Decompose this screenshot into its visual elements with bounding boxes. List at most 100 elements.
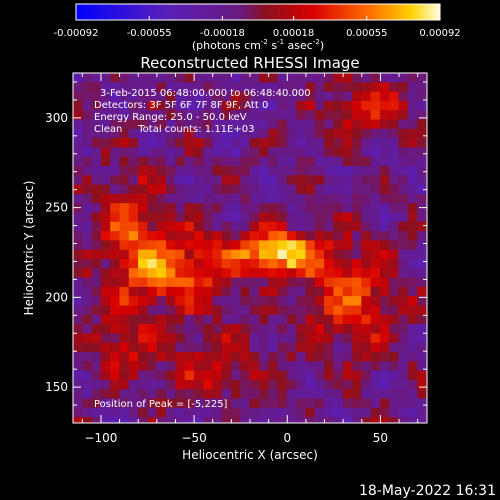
heatmap-cell (249, 184, 260, 195)
heatmap-cell (286, 417, 297, 423)
heatmap-cell (426, 166, 427, 176)
heatmap-cell (305, 389, 316, 399)
heatmap-cell (342, 119, 353, 130)
heatmap-cell (389, 203, 399, 213)
heatmap-cell (426, 138, 427, 148)
heatmap-cell (73, 175, 83, 186)
heatmap-cell (82, 407, 93, 418)
heatmap-cell (268, 100, 279, 111)
heatmap-cell (333, 138, 344, 148)
heatmap-cell (277, 128, 288, 139)
heatmap-cell (305, 100, 316, 111)
heatmap-cell (212, 231, 223, 241)
heatmap-cell (156, 314, 167, 325)
heatmap-cell (212, 156, 223, 167)
heatmap-cell (110, 221, 120, 232)
heatmap-cell (379, 119, 390, 130)
heatmap-cell (240, 417, 251, 423)
heatmap-cell (231, 119, 241, 130)
heatmap-cell (361, 314, 372, 325)
heatmap-cell (166, 417, 176, 423)
heatmap-cell (417, 305, 427, 316)
heatmap-cell (342, 147, 353, 158)
heatmap-cell (203, 100, 213, 111)
heatmap-cell (379, 398, 390, 409)
heatmap-cell (193, 296, 204, 306)
heatmap-cell (119, 231, 130, 241)
heatmap-cell (389, 184, 399, 195)
heatmap-cell (110, 342, 120, 353)
heatmap-cell (175, 212, 186, 223)
heatmap-cell (147, 333, 158, 344)
heatmap-cell (175, 82, 186, 93)
heatmap-cell (175, 370, 186, 381)
heatmap-cell (333, 119, 344, 130)
heatmap-cell (110, 128, 120, 139)
heatmap-cell (361, 156, 372, 167)
heatmap-cell (184, 138, 195, 148)
heatmap-cell (221, 100, 232, 111)
heatmap-cell (324, 352, 334, 362)
heatmap-cell (389, 389, 399, 399)
heatmap-cell (212, 370, 223, 381)
heatmap-cell (277, 268, 288, 279)
heatmap-cell (203, 398, 213, 409)
heatmap-cell (314, 73, 325, 83)
heatmap-cell (156, 361, 167, 372)
heatmap-cell (370, 138, 381, 148)
heatmap-cell (333, 184, 344, 195)
heatmap-cell (110, 73, 120, 83)
heatmap-cell (352, 184, 362, 195)
heatmap-cell (249, 389, 260, 399)
heatmap-cell (119, 119, 130, 130)
heatmap-cell (342, 314, 353, 325)
heatmap-cell (231, 314, 241, 325)
heatmap-cell (128, 203, 139, 213)
heatmap-cell (240, 240, 251, 251)
heatmap-cell (286, 231, 297, 241)
heatmap-cell (268, 221, 279, 232)
heatmap-cell (389, 82, 399, 93)
heatmap-cell (128, 193, 139, 204)
heatmap-cell (128, 286, 139, 297)
heatmap-cell (193, 73, 204, 83)
heatmap-cell (398, 128, 409, 139)
heatmap-cell (156, 240, 167, 251)
heatmap-cell (324, 398, 334, 409)
heatmap-cell (82, 286, 93, 297)
heatmap-cell (231, 296, 241, 306)
heatmap-cell (417, 156, 427, 167)
x-tick-label: −100 (84, 431, 117, 445)
heatmap-cell (259, 128, 269, 139)
heatmap-cell (91, 249, 102, 260)
heatmap-cell (82, 119, 93, 130)
heatmap-cell (184, 296, 195, 306)
heatmap-cell (324, 296, 334, 306)
heatmap-cell (212, 100, 223, 111)
heatmap-cell (184, 305, 195, 316)
heatmap-cell (156, 91, 167, 102)
heatmap-cell (73, 147, 83, 158)
heatmap-cell (352, 221, 362, 232)
heatmap-cell (231, 156, 241, 167)
heatmap-cell (342, 138, 353, 148)
heatmap-cell (231, 175, 241, 186)
heatmap-cell (240, 193, 251, 204)
heatmap-cell (389, 221, 399, 232)
heatmap-cell (426, 156, 427, 167)
heatmap-cell (417, 398, 427, 409)
heatmap-cell (379, 379, 390, 390)
heatmap-cell (277, 342, 288, 353)
heatmap-cell (296, 352, 306, 362)
heatmap-cell (193, 389, 204, 399)
heatmap-cell (426, 417, 427, 423)
heatmap-cell (147, 259, 158, 269)
heatmap-cell (91, 370, 102, 381)
heatmap-cell (379, 203, 390, 213)
heatmap-cell (138, 417, 148, 423)
heatmap-cell (259, 249, 269, 260)
heatmap-cell (286, 73, 297, 83)
heatmap-cell (73, 296, 83, 306)
heatmap-cell (361, 389, 372, 399)
heatmap-cell (156, 389, 167, 399)
